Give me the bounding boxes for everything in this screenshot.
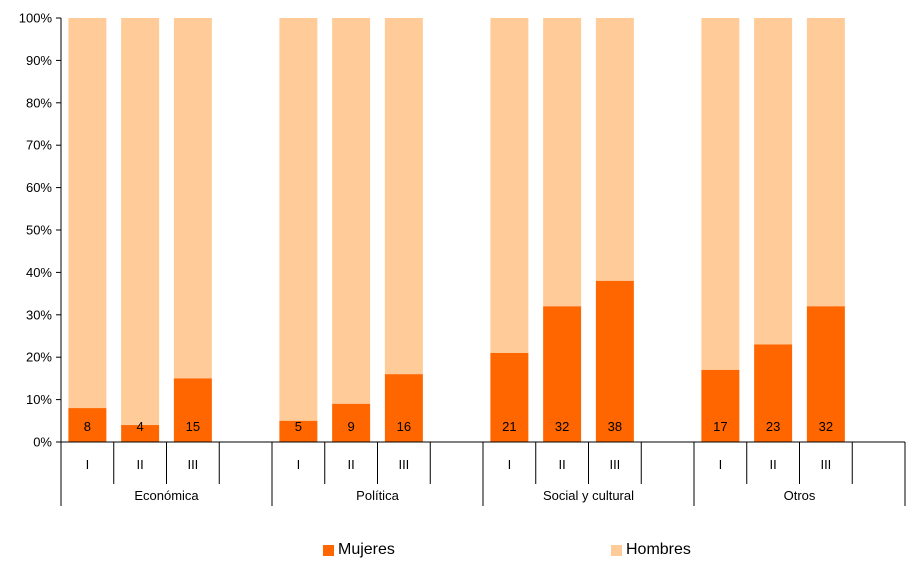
y-tick-label: 60% [26, 180, 52, 195]
subcategory-label: II [770, 457, 777, 472]
axes-layer [56, 17, 906, 506]
y-tick-label: 50% [26, 223, 52, 238]
bar-mujeres [490, 352, 529, 442]
data-label-mujeres: 16 [397, 419, 411, 434]
subcategory-label: III [398, 457, 409, 472]
data-label-mujeres: 32 [555, 419, 569, 434]
bar-hombres [701, 18, 740, 370]
bar-hombres [121, 18, 160, 426]
legend: Mujeres Hombres [0, 541, 909, 563]
bars-layer [68, 18, 845, 442]
data-label-mujeres: 8 [84, 419, 91, 434]
bar-hombres [332, 18, 371, 404]
group-label: Económica [134, 488, 199, 503]
bar-hombres [173, 18, 212, 379]
data-label-mujeres: 32 [819, 419, 833, 434]
data-label-mujeres: 21 [502, 419, 516, 434]
data-label-mujeres: 38 [608, 419, 622, 434]
bar-mujeres [701, 369, 740, 442]
legend-swatch-mujeres [323, 544, 334, 556]
bar-mujeres [543, 306, 582, 442]
bar-hombres [543, 18, 582, 307]
subcategory-label: II [348, 457, 355, 472]
group-label: Social y cultural [543, 488, 634, 503]
legend-label-mujeres: Mujeres [338, 541, 395, 558]
bar-hombres [595, 18, 634, 281]
y-tick-label: 0% [33, 435, 52, 450]
bar-mujeres [595, 280, 634, 442]
y-tick-labels: 0% 10% 20% 30% 40% 50% 60% 70% 80% 90% 100% [19, 11, 53, 450]
subcategory-label: II [559, 457, 566, 472]
subcategory-label: III [609, 457, 620, 472]
bar-mujeres [754, 344, 793, 442]
subcategory-label: I [508, 457, 512, 472]
bar-hombres [384, 18, 423, 375]
bar-hombres [68, 18, 107, 409]
bar-hombres [806, 18, 845, 307]
legend-item-hombres: Hombres [611, 541, 691, 559]
data-label-mujeres: 23 [766, 419, 780, 434]
group-label: Otros [784, 488, 816, 503]
bar-mujeres [384, 374, 423, 442]
bar-hombres [279, 18, 318, 421]
data-label-mujeres: 17 [713, 419, 727, 434]
y-tick-label: 80% [26, 95, 52, 110]
data-label-mujeres: 15 [186, 419, 200, 434]
y-tick-label: 70% [26, 138, 52, 153]
bar-mujeres [332, 403, 371, 442]
legend-swatch-hombres [611, 544, 622, 556]
bar-mujeres [173, 378, 212, 442]
subcategory-label: I [719, 457, 723, 472]
data-labels: 8 4 15 5 9 16 21 32 38 17 23 32 [84, 419, 833, 434]
y-tick-label: 90% [26, 53, 52, 68]
y-tick-label: 20% [26, 350, 52, 365]
bar-hombres [754, 18, 793, 345]
data-label-mujeres: 5 [295, 419, 302, 434]
data-label-mujeres: 4 [137, 419, 144, 434]
y-tick-label: 30% [26, 307, 52, 322]
bar-mujeres [279, 420, 318, 442]
y-tick-label: 100% [19, 11, 53, 26]
subcategory-label: II [137, 457, 144, 472]
bar-hombres [490, 18, 529, 353]
group-label: Política [356, 488, 399, 503]
subcategory-label: III [187, 457, 198, 472]
y-tick-label: 40% [26, 265, 52, 280]
bar-mujeres [806, 306, 845, 442]
legend-label-hombres: Hombres [626, 541, 691, 558]
data-label-mujeres: 9 [348, 419, 355, 434]
bar-mujeres [68, 408, 107, 442]
subcategory-label: III [820, 457, 831, 472]
y-tick-label: 10% [26, 392, 52, 407]
subcategory-label: I [297, 457, 301, 472]
subcategory-label: I [86, 457, 90, 472]
legend-item-mujeres: Mujeres [323, 541, 395, 559]
bar-mujeres [121, 425, 160, 442]
